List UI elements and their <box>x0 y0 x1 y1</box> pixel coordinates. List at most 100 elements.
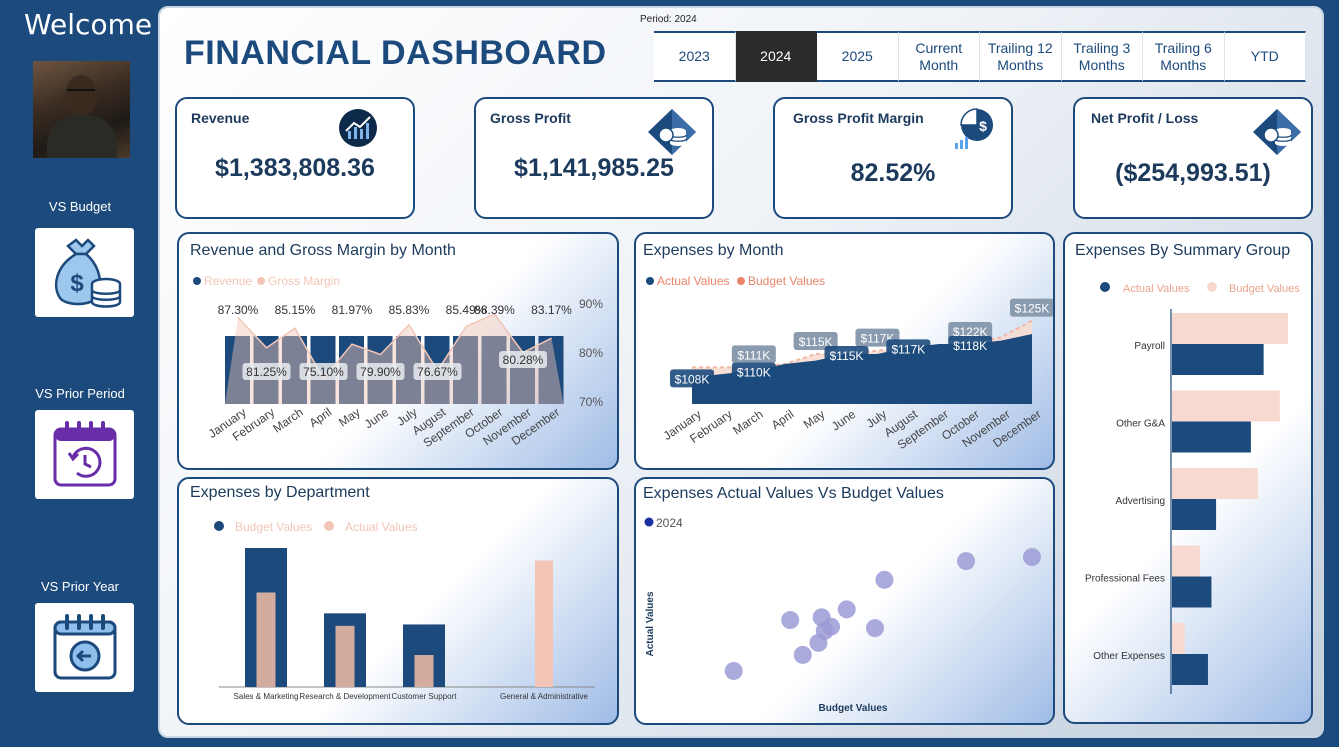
legend-actual: Actual Values <box>345 520 418 534</box>
margin-label: 88.39% <box>474 303 515 317</box>
chart-title: Revenue and Gross Margin by Month <box>190 242 456 259</box>
legend-budget: Budget Values <box>1229 283 1300 295</box>
budget-bar <box>1172 313 1288 344</box>
budget-value-label-bg <box>948 322 993 340</box>
summary-group-chart: Actual Values Budget Values Payroll Other… <box>1085 282 1300 694</box>
tab-trailing-3-months[interactable]: Trailing 3 Months <box>1061 31 1143 82</box>
kpi-gross-profit-card: Gross Profit $1,141,985.25 <box>474 97 714 219</box>
vs-prior-year-button[interactable] <box>35 603 134 692</box>
y2-tick: 70% <box>579 395 603 409</box>
actual-area <box>692 334 1032 404</box>
vs-budget-button[interactable]: $ <box>35 228 134 317</box>
scatter-point <box>837 600 856 619</box>
tab-trailing-6-months[interactable]: Trailing 6 Months <box>1143 31 1225 82</box>
actual-value-label-bg <box>731 362 776 381</box>
legend-actual: Actual Values <box>657 274 730 288</box>
margin-label-bg <box>499 351 547 368</box>
tab-2024[interactable]: 2024 <box>735 31 817 82</box>
margin-label: 81.97% <box>332 303 373 317</box>
legend-budget: Budget Values <box>748 274 825 288</box>
gross-margin-area <box>225 314 564 404</box>
gross-margin-line <box>237 313 552 380</box>
category-label: Payroll <box>1134 341 1165 352</box>
kpi-revenue-card: Revenue $1,383,808.36 <box>175 97 415 219</box>
legend-actual-swatch <box>646 277 654 285</box>
kpi-label: Net Profit / Loss <box>1091 110 1199 126</box>
vs-budget-label: VS Budget <box>48 199 112 214</box>
actual-bar <box>1172 421 1251 453</box>
margin-label: 85.49% <box>446 303 487 317</box>
margin-label: 75.10% <box>303 365 344 379</box>
margin-label: 76.67% <box>417 365 458 379</box>
legend-revenue: Revenue <box>204 274 252 288</box>
budget-value-label: $122K <box>953 325 988 339</box>
page-title: FINANCIAL DASHBOARD <box>184 34 607 72</box>
expenses-month-panel: Expenses by Month Actual Values Budget V… <box>634 232 1055 470</box>
kpi-value: 82.52% <box>850 159 936 187</box>
svg-text:$: $ <box>70 270 84 297</box>
kpi-label: Revenue <box>191 110 250 126</box>
category-label: Sales & Marketing <box>234 692 299 701</box>
scatter-point <box>781 611 800 630</box>
kpi-value: ($254,993.51) <box>1115 159 1271 187</box>
margin-label: 83.17% <box>531 303 572 317</box>
margin-label: 81.25% <box>246 365 287 379</box>
actual-bar <box>335 625 355 687</box>
money-bag-icon: $ <box>54 237 121 308</box>
tab-2023[interactable]: 2023 <box>654 31 736 82</box>
budget-bar <box>1172 623 1185 654</box>
vs-prior-period-button[interactable] <box>35 410 134 499</box>
scatter-point <box>1023 548 1041 567</box>
legend-budget-swatch <box>737 277 745 285</box>
kpi-value: $1,383,808.36 <box>215 154 375 182</box>
actual-value-label: $118K <box>953 339 987 353</box>
legend-gross-margin-swatch <box>257 277 265 285</box>
actual-value-label-bg <box>948 336 993 354</box>
legend-2024-swatch <box>644 517 654 527</box>
budget-value-label: $111K <box>737 348 770 362</box>
period-label: Period: 2024 <box>640 14 697 25</box>
trend-chart-icon <box>339 109 377 147</box>
scatter-point <box>724 661 743 680</box>
actual-bar <box>1172 576 1212 608</box>
margin-label-bg <box>356 363 405 380</box>
tab-current-month[interactable]: Current Month <box>898 31 980 82</box>
scatter-point <box>866 619 884 638</box>
x-tick-label: March <box>730 407 765 438</box>
actual-value-label-bg <box>670 369 714 388</box>
budget-bar <box>1172 545 1200 577</box>
legend-budget-swatch <box>1207 282 1217 292</box>
legend-budget-swatch <box>214 521 224 531</box>
scatter-panel: Expenses Actual Values Vs Budget Values … <box>634 477 1055 725</box>
tab-trailing-12-months[interactable]: Trailing 12 Months <box>980 31 1062 82</box>
scatter-point <box>957 552 976 571</box>
margin-label-bg <box>242 363 291 380</box>
category-label: Professional Fees <box>1085 574 1165 585</box>
y2-tick: 90% <box>579 297 603 311</box>
revenue-margin-chart: Revenue Gross Margin 90% 80% 70% 87.30% 8… <box>193 274 603 450</box>
vs-prior-year-label: VS Prior Year <box>40 579 120 594</box>
margin-label: 80.28% <box>503 353 544 367</box>
kpi-gross-profit-margin-card: Gross Profit Margin $ 82.52% <box>773 97 1013 219</box>
actual-bar <box>256 592 276 687</box>
budget-bar <box>1172 468 1258 499</box>
actual-value-label: $108K <box>675 372 710 386</box>
actual-bar <box>1172 654 1208 685</box>
x-tick-label: May <box>336 405 363 429</box>
category-label: Other Expenses <box>1093 651 1165 662</box>
chart-title: Expenses Actual Values Vs Budget Values <box>643 485 944 502</box>
chart-title: Expenses by Month <box>643 242 784 259</box>
x-tick-label: April <box>769 407 797 432</box>
summary-group-panel: Expenses By Summary Group Actual Values … <box>1063 232 1313 724</box>
kpi-label: Gross Profit Margin <box>793 110 924 126</box>
tab-ytd[interactable]: YTD <box>1224 31 1306 82</box>
expenses-month-chart: Actual Values Budget Values $111K$115K $1… <box>646 274 1053 452</box>
kpi-value: $1,141,985.25 <box>514 154 674 182</box>
avatar <box>33 61 130 158</box>
actual-bar <box>1172 344 1264 375</box>
tab-2025[interactable]: 2025 <box>817 31 899 82</box>
actual-bar <box>414 655 434 687</box>
kpi-label: Gross Profit <box>490 110 571 126</box>
category-label: Customer Support <box>392 692 458 701</box>
category-label: General & Administrative <box>500 692 589 701</box>
